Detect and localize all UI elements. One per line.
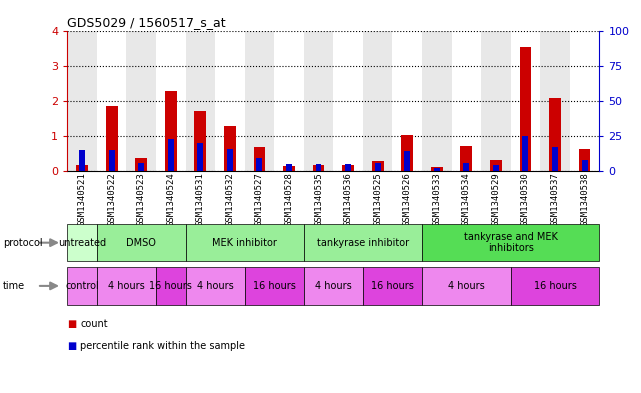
Text: protocol: protocol — [3, 238, 43, 248]
Bar — [256, 158, 262, 171]
Bar — [274, 31, 304, 171]
Bar — [156, 31, 185, 171]
Bar — [194, 111, 206, 171]
Bar — [224, 126, 236, 171]
Bar — [106, 107, 117, 171]
Bar — [245, 31, 274, 171]
Bar — [304, 267, 363, 305]
Bar — [168, 139, 174, 171]
Bar — [97, 224, 185, 261]
Text: 4 hours: 4 hours — [315, 281, 352, 291]
Bar — [254, 147, 265, 171]
Bar — [481, 31, 511, 171]
Bar — [185, 267, 245, 305]
Bar — [422, 267, 511, 305]
Text: ■: ■ — [67, 341, 76, 351]
Bar — [79, 150, 85, 171]
Text: tankyrase inhibitor: tankyrase inhibitor — [317, 238, 409, 248]
Bar — [422, 224, 599, 261]
Bar — [227, 149, 233, 171]
Text: GDS5029 / 1560517_s_at: GDS5029 / 1560517_s_at — [67, 16, 226, 29]
Bar — [431, 167, 443, 171]
Bar — [372, 161, 383, 171]
Bar — [422, 31, 451, 171]
Bar — [135, 158, 147, 171]
Bar — [511, 267, 599, 305]
Text: control: control — [65, 281, 99, 291]
Bar — [490, 160, 502, 171]
Text: 16 hours: 16 hours — [149, 281, 192, 291]
Bar — [549, 98, 561, 171]
Bar — [315, 164, 322, 171]
Bar — [126, 31, 156, 171]
Text: time: time — [3, 281, 26, 291]
Text: percentile rank within the sample: percentile rank within the sample — [80, 341, 245, 351]
Bar — [97, 31, 126, 171]
Bar — [165, 92, 177, 171]
Bar — [493, 165, 499, 171]
Bar — [67, 224, 97, 261]
Bar — [156, 267, 185, 305]
Text: 16 hours: 16 hours — [253, 281, 296, 291]
Bar — [304, 31, 333, 171]
Bar — [304, 224, 422, 261]
Text: count: count — [80, 319, 108, 329]
Bar — [434, 168, 440, 171]
Bar — [375, 163, 381, 171]
Bar — [522, 136, 528, 171]
Bar — [579, 149, 590, 171]
Bar — [313, 165, 324, 171]
Bar — [283, 166, 295, 171]
Bar — [67, 267, 97, 305]
Bar — [392, 31, 422, 171]
Text: DMSO: DMSO — [126, 238, 156, 248]
Text: 4 hours: 4 hours — [197, 281, 233, 291]
Text: tankyrase and MEK
inhibitors: tankyrase and MEK inhibitors — [463, 232, 558, 253]
Text: ■: ■ — [67, 319, 76, 329]
Bar — [197, 143, 203, 171]
Bar — [185, 31, 215, 171]
Text: untreated: untreated — [58, 238, 106, 248]
Bar — [581, 160, 588, 171]
Bar — [460, 146, 472, 171]
Bar — [570, 31, 599, 171]
Bar — [138, 163, 144, 171]
Bar — [520, 47, 531, 171]
Bar — [245, 267, 304, 305]
Bar — [215, 31, 245, 171]
Bar — [552, 147, 558, 171]
Text: 16 hours: 16 hours — [371, 281, 414, 291]
Bar — [345, 164, 351, 171]
Text: MEK inhibitor: MEK inhibitor — [212, 238, 277, 248]
Bar — [363, 31, 392, 171]
Bar — [540, 31, 570, 171]
Text: 16 hours: 16 hours — [533, 281, 576, 291]
Bar — [286, 164, 292, 171]
Bar — [511, 31, 540, 171]
Bar — [404, 151, 410, 171]
Bar — [67, 31, 97, 171]
Bar — [463, 163, 469, 171]
Bar — [97, 267, 156, 305]
Bar — [363, 267, 422, 305]
Bar — [342, 165, 354, 171]
Bar — [333, 31, 363, 171]
Bar — [109, 150, 115, 171]
Bar — [451, 31, 481, 171]
Bar — [76, 165, 88, 171]
Bar — [401, 135, 413, 171]
Text: 4 hours: 4 hours — [108, 281, 145, 291]
Bar — [185, 224, 304, 261]
Text: 4 hours: 4 hours — [448, 281, 485, 291]
